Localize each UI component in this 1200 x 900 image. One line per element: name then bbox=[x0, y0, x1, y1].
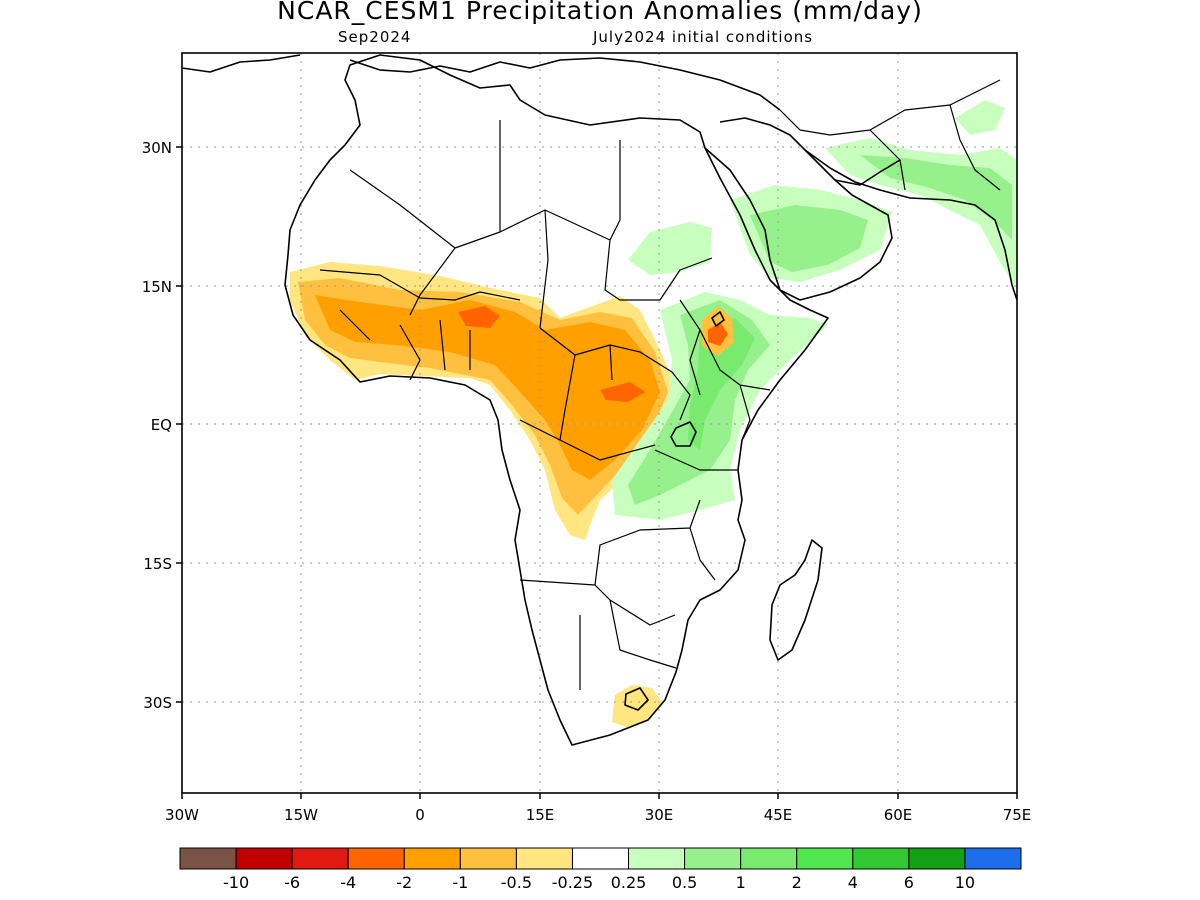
lat-tick-label: 15N bbox=[142, 278, 172, 296]
colorbar-swatch bbox=[628, 847, 686, 870]
anomaly-shading bbox=[290, 100, 1017, 728]
colorbar-label: 0.5 bbox=[672, 873, 697, 892]
central-asia-wet-anomaly bbox=[955, 100, 1005, 135]
map-frame bbox=[181, 52, 1018, 794]
colorbar-label: -4 bbox=[340, 873, 356, 892]
colorbar-label: 0.25 bbox=[611, 873, 647, 892]
border-west-africa bbox=[319, 269, 521, 381]
colorbar-label: 10 bbox=[955, 873, 975, 892]
colorbar-swatch bbox=[179, 847, 237, 870]
madagascar-coastline bbox=[769, 539, 823, 661]
valid-month-label: Sep2024 bbox=[338, 28, 412, 46]
europe-coastline bbox=[182, 54, 781, 111]
lon-tick-label: 15E bbox=[526, 806, 555, 824]
west-africa-dry-core bbox=[458, 306, 500, 328]
colorbar-swatch bbox=[515, 847, 573, 870]
colorbar-label: -1 bbox=[452, 873, 468, 892]
lon-tick-label: 75E bbox=[1003, 806, 1032, 824]
lake-victoria bbox=[670, 421, 697, 447]
lake-tana bbox=[711, 311, 725, 327]
arabia-coastline bbox=[704, 117, 893, 301]
colorbar-swatch bbox=[684, 847, 742, 870]
southern-africa-dry-anomaly bbox=[612, 685, 662, 728]
colorbar-swatch bbox=[459, 847, 517, 870]
colorbar-label: -0.5 bbox=[501, 873, 532, 892]
border-north-africa bbox=[349, 120, 713, 329]
border-central-africa bbox=[519, 327, 691, 461]
lon-tick-label: 60E bbox=[884, 806, 913, 824]
lat-tick-label: EQ bbox=[151, 416, 172, 434]
colorbar-swatch bbox=[908, 847, 966, 870]
arabia-wet-anomaly-mid bbox=[750, 205, 868, 272]
colorbar-swatch bbox=[291, 847, 349, 870]
ethiopia-dry-core bbox=[708, 322, 728, 346]
country-borders bbox=[319, 79, 1001, 690]
africa-coastline bbox=[284, 54, 829, 746]
colorbar-swatch bbox=[347, 847, 405, 870]
lon-tick-label: 0 bbox=[415, 806, 425, 824]
colorbar-swatch bbox=[235, 847, 293, 870]
initial-conditions-label: July2024 initial conditions bbox=[593, 28, 814, 46]
lon-tick-label: 15W bbox=[284, 806, 318, 824]
map-gridlines bbox=[182, 53, 1017, 793]
central-africa-dry-core bbox=[600, 382, 645, 402]
latitude-axis: 30N 15N EQ 15S 30S bbox=[142, 139, 182, 712]
lon-tick-label: 30E bbox=[645, 806, 674, 824]
colorbar-label: -6 bbox=[284, 873, 300, 892]
sahel-dry-anomaly-strong bbox=[315, 295, 660, 480]
colorbar-label: 2 bbox=[792, 873, 802, 892]
lat-tick-label: 15S bbox=[143, 555, 172, 573]
lon-tick-label: 30W bbox=[165, 806, 199, 824]
south-asia-wet-anomaly-mid bbox=[860, 155, 1012, 240]
colorbar: -10 -6 -4 -2 -1 -0.5 -0.25 0.25 0.5 1 2 4 6 10 bbox=[179, 847, 1022, 892]
border-southern-africa bbox=[519, 499, 716, 690]
colorbar-label: 6 bbox=[904, 873, 914, 892]
colorbar-label: -10 bbox=[223, 873, 249, 892]
colorbar-swatch bbox=[571, 847, 630, 870]
colorbar-label: 1 bbox=[736, 873, 746, 892]
coastlines bbox=[182, 54, 1017, 746]
colorbar-swatch bbox=[403, 847, 461, 870]
colorbar-label: 4 bbox=[848, 873, 858, 892]
colorbar-swatch bbox=[740, 847, 798, 870]
asia-coastline bbox=[804, 149, 1017, 301]
colorbar-label: -2 bbox=[396, 873, 412, 892]
lon-tick-label: 45E bbox=[764, 806, 793, 824]
lesotho bbox=[624, 687, 649, 711]
east-africa-wet-anomaly-light bbox=[628, 222, 712, 275]
colorbar-label: -0.25 bbox=[552, 873, 593, 892]
east-africa-wet-anomaly-strong bbox=[688, 318, 755, 450]
lat-tick-label: 30N bbox=[142, 139, 172, 157]
colorbar-swatch bbox=[964, 847, 1022, 870]
lat-tick-label: 30S bbox=[143, 694, 172, 712]
border-asia bbox=[779, 79, 1001, 191]
map-title: NCAR_CESM1 Precipitation Anomalies (mm/d… bbox=[277, 0, 923, 25]
border-east-africa bbox=[654, 299, 771, 471]
colorbar-swatch bbox=[852, 847, 910, 870]
longitude-axis: 30W 15W 0 15E 30E 45E 60E 75E bbox=[165, 793, 1031, 824]
colorbar-swatch bbox=[796, 847, 854, 870]
